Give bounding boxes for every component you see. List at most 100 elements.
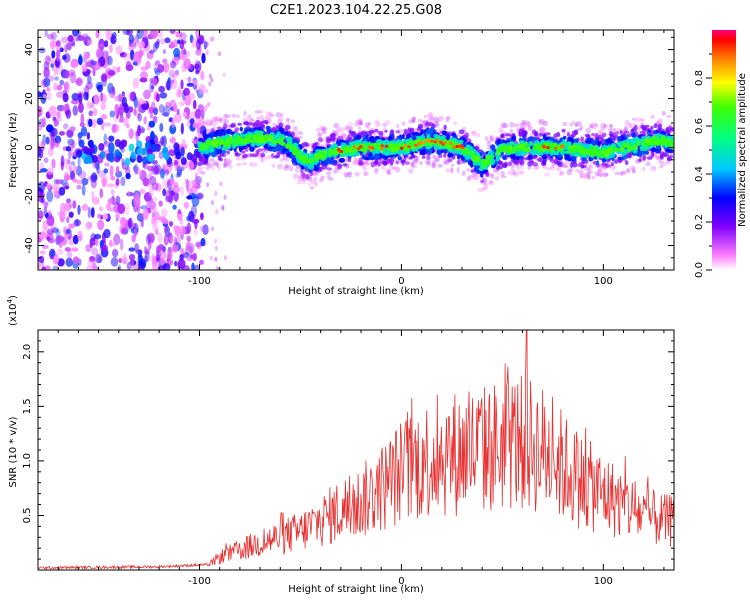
noise-speckle [41, 117, 46, 128]
ridge-blob [275, 133, 279, 140]
noise-speckle [40, 140, 46, 151]
noise-speckle [103, 168, 109, 174]
ridge-blob [532, 162, 539, 167]
noise-speckle [176, 235, 181, 247]
noise-speckle [63, 82, 69, 91]
noise-speckle [89, 241, 93, 249]
ridge-blob [386, 171, 392, 176]
ridge-blob [373, 119, 380, 124]
ridge-blob [295, 167, 299, 174]
noise-speckle [117, 203, 126, 215]
ridge-blob [243, 110, 247, 116]
noise-speckle [161, 112, 169, 117]
noise-speckle [150, 130, 155, 141]
ridge-blob [502, 155, 507, 160]
noise-speckle [187, 188, 193, 195]
ridge-blob [353, 159, 359, 165]
ridge-blob [284, 163, 289, 169]
ridge-blob [603, 124, 609, 129]
noise-band-blob [145, 140, 151, 149]
ridge-blob [408, 119, 414, 124]
ridge-blob [361, 164, 365, 169]
ridge-blob [469, 174, 474, 179]
noise-speckle [128, 44, 133, 52]
ridge-blob [208, 157, 215, 163]
ridge-blob [411, 117, 416, 123]
noise-speckle [115, 166, 120, 175]
ridge-blob [286, 164, 291, 168]
noise-speckle [132, 52, 141, 64]
noise-speckle [168, 259, 174, 266]
ridge-blob [553, 133, 558, 138]
ridge-blob [382, 122, 387, 128]
noise-speckle [151, 215, 157, 225]
noise-speckle [183, 144, 188, 149]
ridge-blob [600, 122, 607, 129]
noise-speckle [43, 206, 48, 218]
noise-speckle [195, 193, 203, 200]
noise-speckle [75, 77, 83, 87]
noise-speckle [38, 255, 44, 264]
noise-speckle [102, 213, 109, 220]
ridge-blob [564, 165, 568, 169]
noise-speckle [149, 78, 154, 83]
ridge-blob [426, 160, 432, 167]
noise-speckle [119, 52, 127, 58]
ridge-blob [498, 128, 504, 134]
ridge-blob [654, 149, 661, 154]
ridge-blob [212, 121, 218, 126]
noise-speckle [154, 164, 162, 175]
ridge-blob [332, 159, 338, 164]
noise-speckle [77, 204, 81, 215]
noise-speckle [194, 241, 203, 248]
noise-speckle [128, 91, 135, 102]
ridge-blob [602, 158, 606, 163]
noise-speckle [133, 60, 138, 66]
noise-band-blob [91, 154, 98, 163]
noise-speckle [196, 192, 204, 200]
noise-speckle [38, 124, 43, 131]
noise-speckle [85, 265, 94, 270]
ridge-blob [199, 166, 204, 170]
ridge-blob [401, 134, 405, 140]
ridge-blob [592, 126, 597, 130]
ridge-blob [601, 162, 607, 166]
ridge-blob [609, 131, 613, 137]
ridge-blob [542, 133, 547, 140]
ridge-blob [447, 158, 453, 163]
noise-speckle [104, 40, 109, 48]
noise-speckle [44, 55, 51, 66]
noise-speckle [219, 181, 223, 187]
noise-speckle [107, 55, 113, 66]
ridge-blob [488, 179, 494, 184]
ridge-blob [315, 127, 322, 132]
ridge-blob [428, 112, 434, 118]
noise-speckle [167, 178, 171, 186]
noise-speckle [51, 158, 56, 169]
ridge-blob [419, 161, 423, 165]
ridge-blob [471, 130, 478, 137]
noise-band-blob [98, 143, 105, 151]
noise-speckle [100, 114, 108, 120]
ridge-blob [218, 118, 223, 123]
noise-speckle [183, 87, 191, 97]
noise-speckle [160, 38, 166, 45]
noise-speckle [81, 184, 86, 196]
noise-speckle [200, 105, 207, 114]
noise-speckle [192, 252, 197, 262]
ridge-blob [591, 175, 596, 180]
ridge-blob [624, 134, 629, 139]
ridge-blob [280, 158, 285, 162]
noise-speckle [64, 70, 70, 79]
ridge-blob [275, 111, 281, 118]
noise-speckle [54, 68, 58, 76]
ridge-blob [391, 165, 396, 170]
ridge-blob [344, 127, 351, 132]
noise-speckle [193, 228, 199, 236]
noise-speckle [52, 116, 56, 121]
noise-speckle [221, 204, 225, 210]
ridge-blob [262, 120, 268, 124]
noise-speckle [142, 30, 148, 38]
ridge-blob [638, 158, 642, 163]
ridge-blob [286, 119, 290, 124]
